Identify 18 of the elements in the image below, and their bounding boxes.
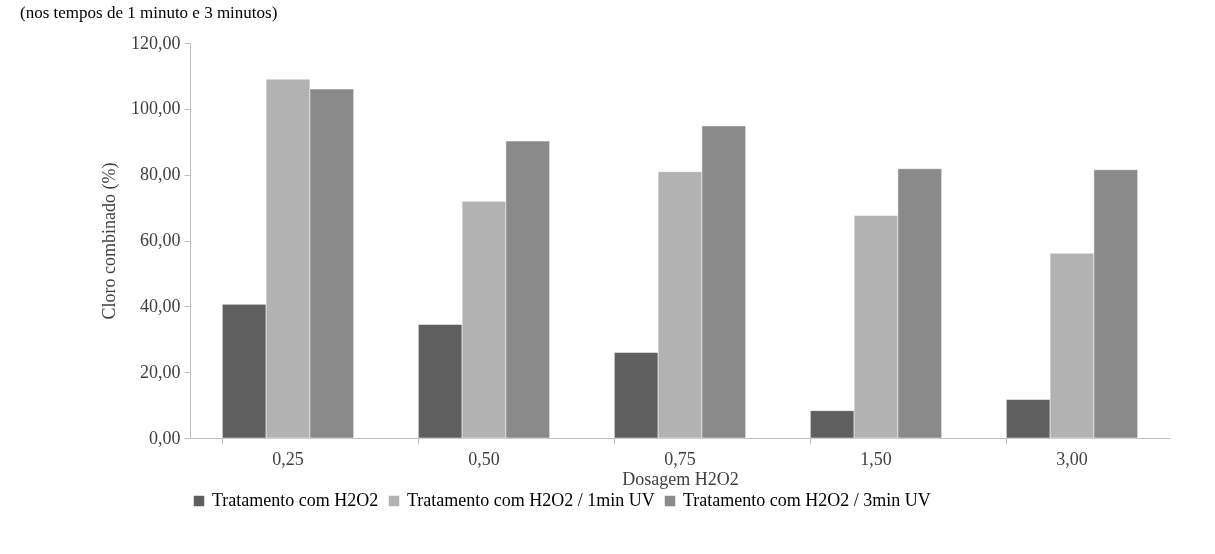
y-tick-label: 100,00 [131,98,181,119]
x-tick-label: 0,75 [664,448,696,469]
x-tick-label: 3,00 [1056,448,1088,469]
x-tick-label: 0,50 [468,448,500,469]
y-tick-label: 20,00 [140,361,181,382]
y-axis-title: Cloro combinado (%) [99,162,120,320]
x-tick-label: 1,50 [860,448,892,469]
x-axis-title: Dosagem H2O2 [622,468,739,489]
legend-label: Tratamento com H2O2 [212,490,379,510]
x-tick-label: 0,25 [272,448,304,469]
legend-label: Tratamento com H2O2 / 3min UV [683,490,931,510]
y-tick-label: 60,00 [140,230,181,250]
y-tick-label: 40,00 [140,295,181,316]
y-tick-label: 0,00 [149,427,181,448]
y-tick-label: 120,00 [131,32,181,53]
chart-title: (nos tempos de 1 minuto e 3 minutos) [20,3,278,22]
legend-label: Tratamento com H2O2 / 1min UV [407,490,655,510]
y-tick-label: 80,00 [140,164,181,185]
